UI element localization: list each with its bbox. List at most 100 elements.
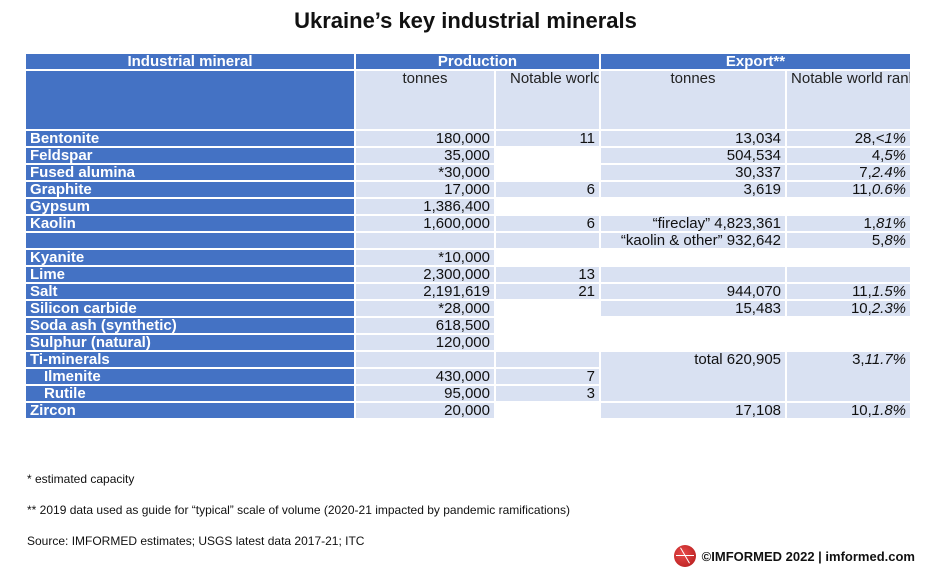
subheader-prod-rank: Notable world ranking bbox=[493, 69, 602, 131]
production-ranking: 6 bbox=[493, 180, 602, 199]
production-ranking bbox=[493, 333, 602, 352]
header-row: Industrial mineral Production Export** bbox=[24, 52, 913, 71]
zircon-exp-share: 1.8% bbox=[871, 402, 907, 419]
header-production: Production bbox=[353, 52, 602, 71]
export-tonnes: 944,070 bbox=[599, 282, 788, 301]
export-tonnes: total 620,905 bbox=[599, 350, 788, 403]
production-tonnes bbox=[354, 350, 496, 369]
row-exp-rank-value: 5, bbox=[871, 232, 885, 249]
export-tonnes bbox=[599, 333, 788, 352]
table-row: “kaolin & other” 932,642 5,8% bbox=[24, 231, 913, 250]
row-exp-share: 81% bbox=[875, 215, 907, 232]
row-exp-rank: 11,1.5% bbox=[785, 282, 913, 301]
mineral-name: Salt bbox=[24, 282, 356, 301]
production-tonnes: 95,000 bbox=[354, 384, 496, 403]
production-ranking bbox=[493, 163, 602, 182]
production-ranking: 21 bbox=[493, 282, 602, 301]
production-tonnes: *30,000 bbox=[354, 163, 496, 182]
imformed-logo-icon bbox=[673, 545, 696, 567]
export-tonnes bbox=[599, 265, 788, 284]
production-tonnes: 2,191,619 bbox=[354, 282, 496, 301]
row-exp-rank: 4,5% bbox=[785, 146, 913, 165]
mineral-name: Ti-minerals bbox=[24, 350, 356, 369]
export-tonnes: 15,483 bbox=[599, 299, 788, 318]
production-ranking bbox=[493, 248, 602, 267]
production-ranking bbox=[493, 197, 602, 216]
zircon-exp-rank: 10,1.8% bbox=[785, 401, 913, 420]
export-tonnes: 13,034 bbox=[599, 129, 788, 148]
production-tonnes: 17,000 bbox=[354, 180, 496, 199]
brand-text: ©IMFORMED 2022 | imformed.com bbox=[701, 548, 915, 564]
production-tonnes bbox=[354, 231, 496, 250]
production-ranking bbox=[493, 146, 602, 165]
row-exp-share: <1% bbox=[875, 130, 907, 147]
export-tonnes bbox=[599, 248, 788, 267]
production-ranking: 7 bbox=[493, 367, 602, 386]
mineral-name: Soda ash (synthetic) bbox=[24, 316, 356, 335]
mineral-name: Feldspar bbox=[24, 146, 356, 165]
table-row: Zircon 20,000 17,108 10,1.8% bbox=[24, 401, 913, 420]
row-exp-rank-value: 4, bbox=[871, 147, 885, 164]
ti-exp-rank: 3,11.7% bbox=[785, 350, 913, 403]
export-tonnes: 17,108 bbox=[599, 401, 788, 420]
footnote-estimated: * estimated capacity bbox=[27, 472, 135, 486]
mineral-name: Bentonite bbox=[24, 129, 356, 148]
mineral-name: Zircon bbox=[24, 401, 356, 420]
export-tonnes: “fireclay” 4,823,361 bbox=[599, 214, 788, 233]
row-exp-rank: 5,8% bbox=[785, 231, 913, 250]
row-exp-share: 8% bbox=[884, 232, 907, 249]
row-exp-rank: 11,0.6% bbox=[785, 180, 913, 199]
mineral-name: Lime bbox=[24, 265, 356, 284]
row-exp-share: 0.6% bbox=[871, 181, 907, 198]
mineral-name: Kaolin bbox=[24, 214, 356, 233]
page-title: Ukraine’s key industrial minerals bbox=[294, 8, 637, 33]
footnote-2019-data: ** 2019 data used as guide for “typical”… bbox=[27, 503, 570, 517]
row-exp-share: 5% bbox=[884, 147, 907, 164]
table-row: Bentonite 180,000 11 13,034 28,<1% bbox=[24, 129, 913, 148]
row-exp-rank-value: 11, bbox=[852, 181, 872, 198]
production-tonnes: 1,386,400 bbox=[354, 197, 496, 216]
row-exp-share: 2.4% bbox=[871, 164, 907, 181]
table-row: Ilmenite 430,000 7 bbox=[24, 367, 911, 386]
subheader-exp-rank-label: Notable world ranking/ bbox=[791, 70, 909, 87]
production-tonnes: 20,000 bbox=[354, 401, 496, 420]
subheader-exp-rank: Notable world ranking/share bbox=[785, 69, 913, 131]
row-exp-rank-value: 7, bbox=[859, 164, 872, 181]
row-exp-rank-value: 10, bbox=[850, 300, 872, 317]
table-row: Kyanite *10,000 bbox=[24, 248, 913, 267]
mineral-name: Gypsum bbox=[24, 197, 356, 216]
table-row: Fused alumina *30,000 30,337 7,2.4% bbox=[24, 163, 913, 182]
row-exp-rank-value: 1, bbox=[863, 215, 876, 232]
row-exp-rank bbox=[785, 316, 913, 335]
mineral-name: Graphite bbox=[24, 180, 356, 199]
row-exp-rank-value: 11, bbox=[852, 283, 872, 300]
production-tonnes: *28,000 bbox=[354, 299, 496, 318]
subheader-blank bbox=[24, 69, 356, 131]
table-row: Kaolin 1,600,000 6 “fireclay” 4,823,361 1,81… bbox=[24, 214, 913, 233]
export-tonnes: 30,337 bbox=[599, 163, 788, 182]
export-tonnes: 3,619 bbox=[599, 180, 788, 199]
mineral-name: Fused alumina bbox=[24, 163, 356, 182]
mineral-name: Kyanite bbox=[24, 248, 356, 267]
table-row: Gypsum 1,386,400 bbox=[24, 197, 913, 216]
mineral-name: Silicon carbide bbox=[24, 299, 356, 318]
mineral-name bbox=[24, 231, 356, 250]
row-exp-rank bbox=[785, 197, 913, 216]
production-ranking: 13 bbox=[493, 265, 602, 284]
row-exp-rank bbox=[785, 248, 913, 267]
production-tonnes: 35,000 bbox=[354, 146, 496, 165]
row-exp-rank: 28,<1% bbox=[785, 129, 913, 148]
subheader-exp-tonnes: tonnes bbox=[599, 69, 788, 131]
row-exp-share: 1.5% bbox=[871, 283, 907, 300]
row-exp-rank: 10,2.3% bbox=[785, 299, 913, 318]
production-tonnes: 1,600,000 bbox=[354, 214, 496, 233]
footnote-source: Source: IMFORMED estimates; USGS latest … bbox=[27, 534, 365, 548]
production-ranking bbox=[493, 350, 602, 369]
export-tonnes bbox=[599, 197, 788, 216]
production-tonnes: 430,000 bbox=[354, 367, 496, 386]
production-tonnes: 120,000 bbox=[354, 333, 496, 352]
table-row: Feldspar 35,000 504,534 4,5% bbox=[24, 146, 913, 165]
production-ranking bbox=[493, 401, 602, 420]
production-tonnes: 180,000 bbox=[354, 129, 496, 148]
production-ranking: 3 bbox=[493, 384, 602, 403]
